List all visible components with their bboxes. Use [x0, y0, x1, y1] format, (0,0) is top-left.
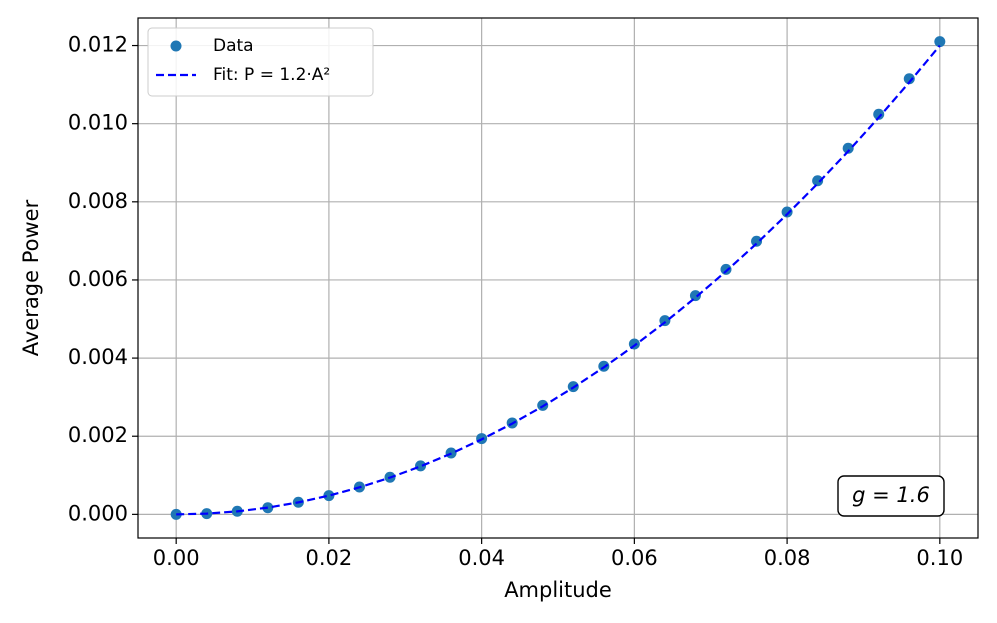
data-point — [873, 108, 885, 120]
annotation-box — [837, 475, 945, 517]
y-tick-label: 0.010 — [68, 111, 128, 135]
annotation: g = 1.6 — [852, 483, 930, 507]
data-point — [720, 263, 732, 275]
y-tick-label: 0.008 — [68, 189, 128, 213]
data-point — [934, 36, 946, 48]
legend: Data Fit: P = 1.2·A² — [147, 27, 374, 97]
legend-box — [147, 27, 374, 97]
x-axis-label: Amplitude — [504, 578, 612, 602]
data-point — [689, 290, 701, 302]
y-tick-label: 0.002 — [68, 423, 128, 447]
x-tick-label: 0.04 — [458, 546, 505, 570]
data-point — [781, 206, 793, 218]
x-tick-label: 0.06 — [611, 546, 658, 570]
data-point — [903, 73, 915, 85]
y-axis-label: Average Power — [19, 199, 43, 356]
legend-label: Data — [213, 36, 254, 56]
y-tick-label: 0.012 — [68, 33, 128, 57]
x-tick-label: 0.08 — [764, 546, 811, 570]
data-point — [323, 490, 335, 502]
fit-line — [176, 44, 941, 516]
data-point — [842, 142, 854, 154]
y-tick-label: 0.000 — [68, 501, 128, 525]
data-point — [415, 460, 427, 472]
data-point — [751, 235, 763, 247]
x-tick-label: 0.00 — [153, 546, 200, 570]
data-point — [812, 175, 824, 187]
x-tick-label: 0.10 — [916, 546, 963, 570]
x-tick-label: 0.02 — [306, 546, 353, 570]
plot-frame — [137, 17, 979, 539]
y-tick-label: 0.004 — [68, 345, 128, 369]
y-tick-label: 0.006 — [68, 267, 128, 291]
legend-swatch — [170, 40, 182, 52]
legend-label: Fit: P = 1.2·A² — [213, 65, 330, 85]
